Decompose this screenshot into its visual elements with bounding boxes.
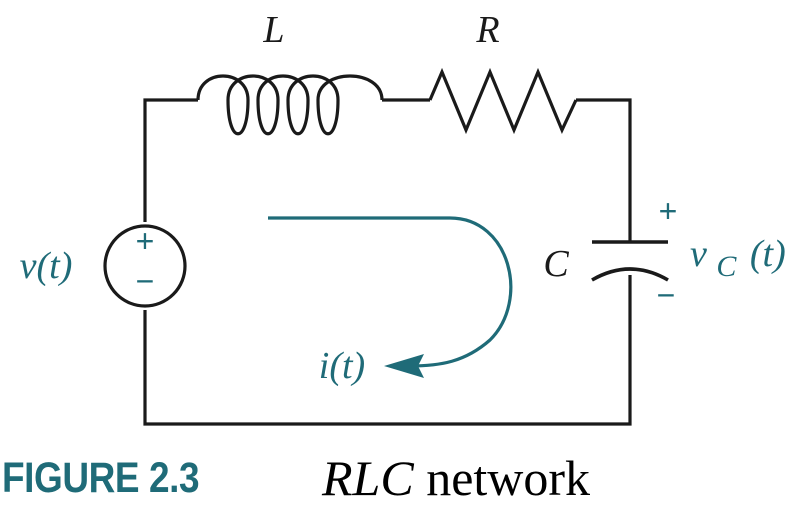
resistor-symbol	[430, 72, 576, 130]
figure-title: RLC network	[322, 448, 590, 508]
source-minus-sign: −	[136, 263, 155, 299]
figure-caption: FIGURE 2.3 RLC network	[2, 448, 231, 508]
source-plus-sign: +	[136, 223, 155, 259]
current-label: i(t)	[319, 345, 365, 387]
capacitor-minus-sign: −	[657, 277, 676, 313]
wire-top-left	[145, 100, 198, 222]
current-arrowhead	[384, 354, 424, 378]
voltage-source-symbol: + −	[105, 223, 185, 306]
capacitor-symbol	[592, 242, 668, 280]
wire-top-right	[576, 100, 630, 242]
figure-number: FIGURE 2.3	[2, 448, 199, 508]
capacitor-voltage-arg: (t)	[750, 233, 786, 275]
resistor-label: R	[475, 9, 499, 51]
figure-title-italic: RLC	[322, 450, 414, 506]
capacitor-plus-sign: +	[659, 193, 678, 229]
current-arrow	[268, 218, 511, 378]
capacitor-label: C	[543, 243, 569, 285]
capacitor-voltage-label: v C (t)	[690, 233, 786, 285]
wire-bottom	[145, 275, 630, 424]
source-voltage-label: v(t)	[20, 245, 73, 287]
capacitor-voltage-v: v	[690, 233, 707, 275]
inductor-label: L	[262, 9, 284, 51]
inductor-symbol	[198, 76, 382, 134]
rlc-circuit-diagram: + − L R C v(t) + − v C (t) i(t)	[0, 0, 803, 448]
capacitor-voltage-subscript: C	[716, 250, 737, 283]
figure-title-rest: network	[414, 450, 590, 506]
